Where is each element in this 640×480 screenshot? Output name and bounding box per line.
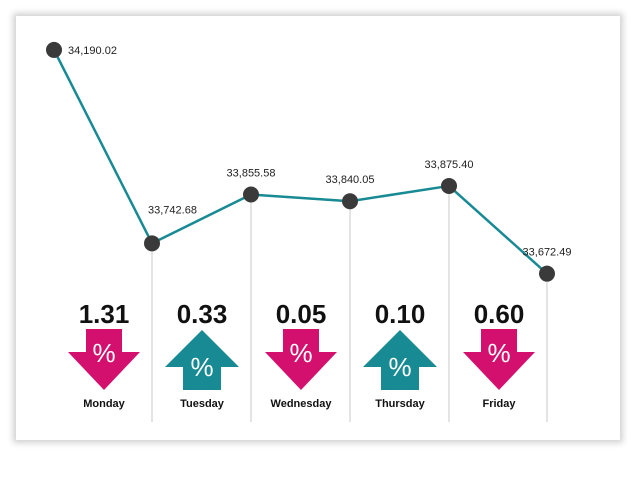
change-panel-wednesday: 0.05% Wednesday (265, 299, 337, 410)
percent-sign-wednesday: % (289, 338, 312, 368)
day-label-friday: Friday (482, 398, 516, 410)
day-label-wednesday: Wednesday (271, 398, 333, 410)
point-label-wednesday: 33,840.05 (326, 174, 375, 186)
index-line (52, 49, 548, 275)
daily-change-panels: 1.31% Monday 0.33% Tuesday 0.05% Wednesday 0.1… (68, 299, 535, 410)
change-panel-thursday: 0.10% Thursday (363, 299, 437, 410)
point-label-thursday: 33,875.40 (425, 159, 474, 171)
point-marker-start (46, 41, 62, 58)
point-label-monday: 33,742.68 (148, 204, 197, 216)
data-points (46, 41, 555, 282)
day-label-tuesday: Tuesday (180, 398, 225, 410)
point-marker-wednesday (342, 193, 358, 210)
day-dividers (151, 185, 548, 422)
point-label-friday: 33,672.49 (523, 247, 572, 259)
change-panel-monday: 1.31% Monday (68, 299, 140, 410)
percent-sign-tuesday: % (190, 352, 213, 382)
change-percent-tuesday: 0.33 (177, 299, 228, 329)
percent-sign-monday: % (92, 338, 115, 368)
point-marker-monday (144, 235, 160, 252)
percent-sign-thursday: % (388, 352, 411, 382)
arrow-up-icon (165, 330, 239, 390)
point-marker-friday (539, 265, 555, 282)
point-marker-tuesday (243, 186, 259, 203)
arrow-down-icon (463, 329, 535, 390)
point-label-start: 34,190.02 (68, 45, 117, 57)
day-label-monday: Monday (83, 398, 125, 410)
change-percent-thursday: 0.10 (375, 299, 426, 329)
day-label-thursday: Thursday (375, 398, 425, 410)
arrow-down-icon (68, 329, 140, 390)
change-panel-friday: 0.60% Friday (463, 299, 535, 410)
change-percent-monday: 1.31 (79, 299, 130, 329)
change-panel-tuesday: 0.33% Tuesday (165, 299, 239, 410)
arrow-up-icon (363, 330, 437, 390)
point-value-labels: 34,190.02 33,742.68 33,855.58 33,840.05 33,8… (68, 45, 571, 259)
change-percent-wednesday: 0.05 (276, 299, 327, 329)
arrow-down-icon (265, 329, 337, 390)
change-percent-friday: 0.60 (474, 299, 525, 329)
point-marker-thursday (441, 177, 457, 194)
percent-sign-friday: % (487, 338, 510, 368)
point-label-tuesday: 33,855.58 (227, 168, 276, 180)
